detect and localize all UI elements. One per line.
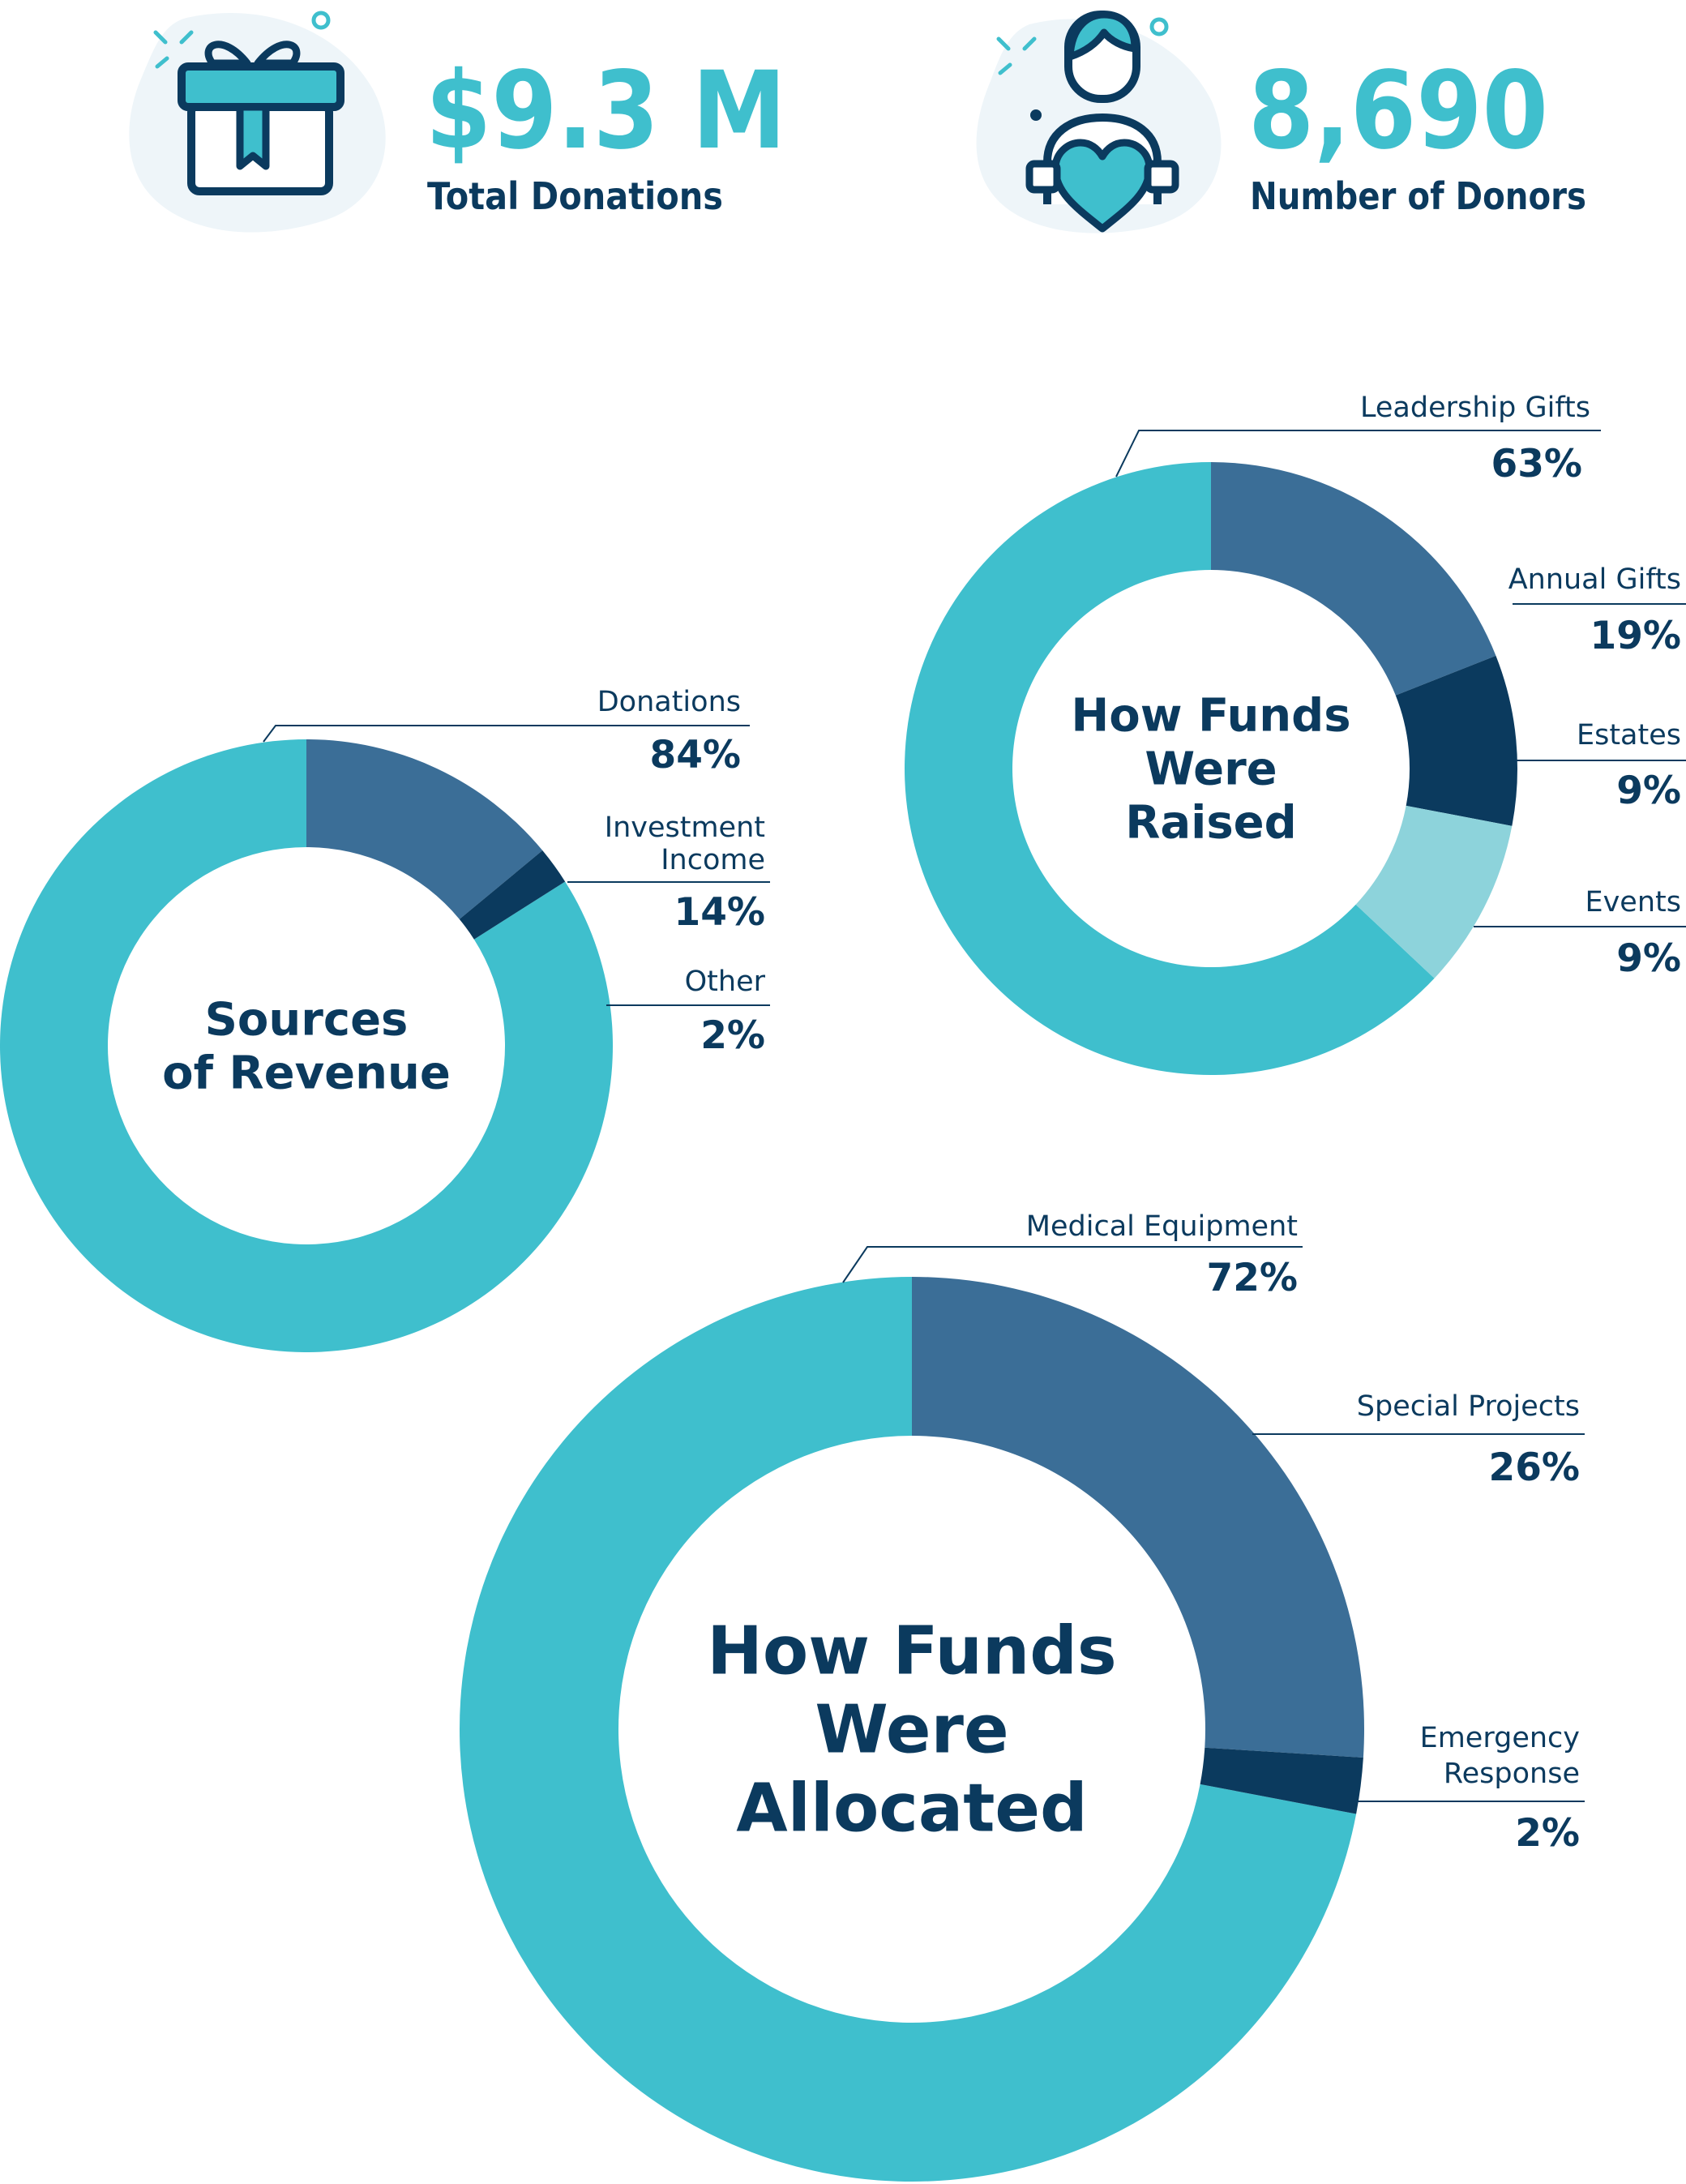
slice-label: Response: [1444, 1758, 1580, 1790]
slice-callout: Annual Gifts 19%: [1508, 563, 1686, 658]
donut-slice: [1355, 805, 1513, 979]
slice-callout: Special Projects 26%: [1252, 1390, 1585, 1490]
chart-center-title: How Funds: [1071, 690, 1350, 743]
slice-percentage: 2%: [1515, 1811, 1580, 1856]
slice-callout: Estates 9%: [1517, 719, 1686, 813]
slice-percentage: 14%: [674, 890, 766, 935]
slice-callout: Other 2%: [606, 966, 770, 1058]
total-donations-value: $9.3 M: [426, 49, 786, 173]
slice-percentage: 9%: [1616, 936, 1681, 981]
donut-slice: [912, 1277, 1364, 1758]
slice-callout: Leadership Gifts 63%: [1115, 392, 1601, 486]
donut-slice: [306, 739, 543, 919]
slice-label: Annual Gifts: [1508, 563, 1681, 596]
donut-slice: [459, 850, 566, 940]
slice-percentage: 72%: [1207, 1256, 1299, 1300]
donut-slice: [1211, 462, 1496, 696]
slice-label: Investment: [605, 812, 765, 844]
chart-center-title: Raised: [1125, 797, 1297, 850]
donut-slice: [1395, 655, 1518, 826]
chart-center-title: Allocated: [736, 1771, 1087, 1848]
donut-slice: [1200, 1747, 1363, 1814]
stat-number-of-donors: 8,690 Number of Donors: [976, 11, 1586, 233]
slice-callout: Emergency Response 2%: [1354, 1722, 1585, 1856]
slice-percentage: 63%: [1491, 442, 1583, 486]
leader-line: [263, 725, 750, 743]
slice-label: Medical Equipment: [1026, 1210, 1298, 1243]
leader-line: [1115, 430, 1601, 477]
slice-label: Emergency: [1420, 1722, 1580, 1754]
slice-percentage: 9%: [1616, 769, 1681, 813]
slice-label: Donations: [597, 686, 741, 718]
leader-line: [842, 1246, 1303, 1283]
slice-percentage: 84%: [650, 733, 742, 777]
slice-percentage: 26%: [1489, 1445, 1581, 1490]
slice-label: Events: [1585, 886, 1681, 919]
gift-icon: [153, 11, 344, 195]
slice-label: Estates: [1577, 719, 1681, 752]
stat-total-donations: $9.3 M Total Donations: [129, 11, 786, 233]
slice-label: Other: [685, 966, 766, 998]
chart-center-title: Sources: [205, 994, 409, 1047]
chart-center-title: Were: [1145, 743, 1277, 796]
donor-heart-icon: [996, 11, 1179, 233]
slice-callout: Medical Equipment 72%: [842, 1210, 1303, 1300]
slice-percentage: 2%: [700, 1013, 765, 1058]
slice-label: Leadership Gifts: [1360, 392, 1590, 424]
chart-center-title: Were: [815, 1692, 1008, 1769]
slice-percentage: 19%: [1590, 614, 1682, 658]
total-donations-label: Total Donations: [427, 174, 723, 218]
slice-label: Special Projects: [1357, 1390, 1580, 1423]
donut-slice: [905, 462, 1435, 1075]
chart-center-title: How Funds: [707, 1613, 1116, 1690]
number-of-donors-label: Number of Donors: [1250, 174, 1586, 218]
donut-slice: [0, 739, 613, 1352]
slice-label: Income: [661, 844, 765, 876]
slice-callout: Donations 84%: [263, 686, 750, 777]
chart-center-title: of Revenue: [162, 1047, 451, 1100]
slice-callout: Events 9%: [1474, 886, 1686, 981]
donut-slice: [460, 1277, 1357, 2182]
number-of-donors-value: 8,690: [1248, 49, 1548, 173]
